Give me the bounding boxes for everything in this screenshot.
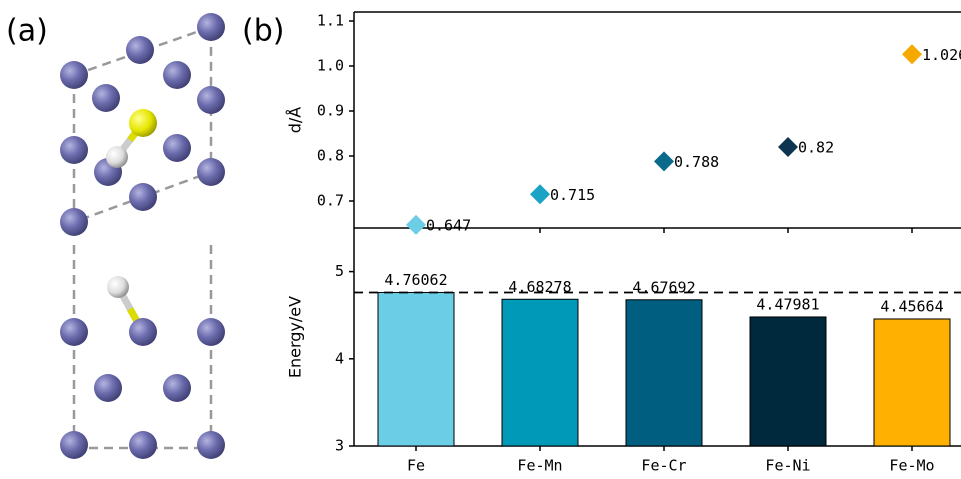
y-tick-label: 4 bbox=[335, 349, 344, 367]
diamond-marker bbox=[406, 214, 426, 235]
y-tick-label: 1.0 bbox=[317, 57, 344, 75]
x-tick-label: Fe-Ni bbox=[765, 457, 810, 475]
y-tick-label: 0.8 bbox=[317, 147, 344, 165]
value-label: 0.647 bbox=[426, 216, 471, 234]
value-label: 0.82 bbox=[798, 139, 834, 157]
x-tick-label: Fe bbox=[407, 457, 425, 475]
y-tick-label: 5 bbox=[335, 262, 344, 280]
value-label: 0.788 bbox=[674, 153, 719, 171]
x-tick-label: Fe-Mo bbox=[889, 457, 934, 475]
value-label: 4.47981 bbox=[756, 295, 819, 313]
x-tick-label: Fe-Cr bbox=[641, 457, 686, 475]
value-label: 4.67692 bbox=[632, 278, 695, 296]
diamond-marker bbox=[654, 151, 674, 172]
structure-top bbox=[60, 13, 225, 236]
y-tick-label: 0.9 bbox=[317, 102, 344, 120]
diamond-marker bbox=[778, 137, 798, 157]
panel-label: (b) bbox=[242, 14, 284, 49]
y-axis-label: Energy/eV bbox=[286, 296, 305, 378]
value-label: 4.68278 bbox=[508, 278, 571, 296]
panel-label: (a) bbox=[6, 14, 48, 49]
value-label: 1.026 bbox=[922, 46, 961, 64]
y-tick-label: 3 bbox=[335, 437, 344, 455]
y-tick-label: 0.7 bbox=[317, 192, 344, 210]
bar bbox=[625, 299, 703, 447]
y-tick-label: 1.1 bbox=[317, 12, 344, 30]
bar bbox=[749, 316, 827, 447]
y-axis-label: d/Å bbox=[286, 107, 305, 134]
bar bbox=[377, 291, 455, 447]
value-label: 0.715 bbox=[550, 186, 595, 204]
x-tick-label: Fe-Mn bbox=[517, 457, 562, 475]
bar bbox=[873, 318, 951, 447]
bar bbox=[501, 298, 579, 447]
value-label: 4.76062 bbox=[384, 271, 447, 289]
structure-side bbox=[60, 245, 225, 459]
diamond-marker bbox=[530, 184, 550, 205]
diamond-marker bbox=[902, 44, 922, 65]
value-label: 4.45664 bbox=[880, 297, 943, 315]
charts: 0.7 0.8 0.9 1.0 1.1 d/Å 0.647 0.715 0.788 0.82 1.0… bbox=[286, 11, 961, 475]
